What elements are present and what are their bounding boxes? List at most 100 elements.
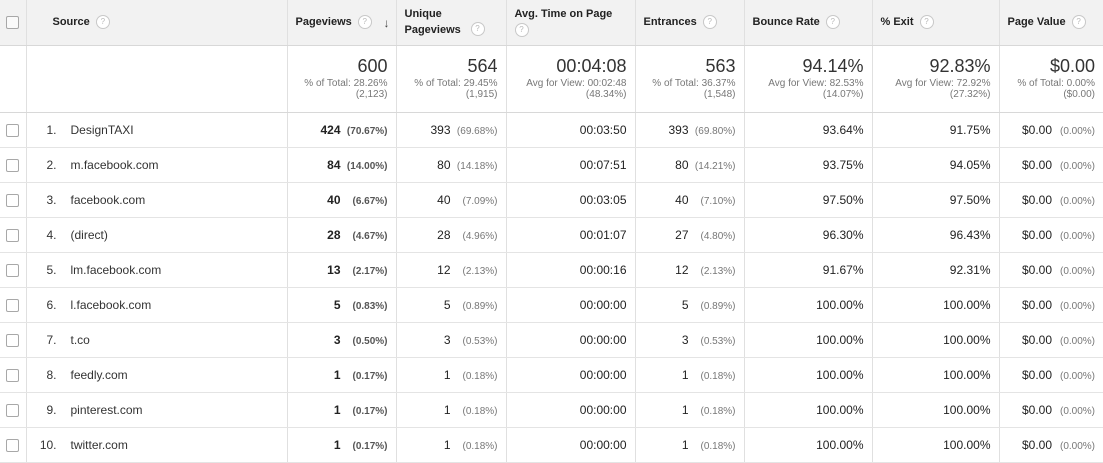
source-link[interactable]: t.co (70, 332, 90, 347)
table-row: 3. facebook.com 40 (6.67%) 40 (7.09%) 00:03… (0, 182, 1103, 218)
help-icon[interactable]: ? (702, 15, 717, 30)
source-link[interactable]: pinterest.com (70, 402, 143, 417)
help-icon[interactable]: ? (95, 15, 110, 30)
source-link[interactable]: facebook.com (70, 192, 146, 207)
source-link[interactable]: twitter.com (70, 437, 128, 452)
pageviews-cell: 40 (6.67%) (287, 182, 397, 218)
pageviews-percent: (0.50%) (352, 335, 388, 347)
row-number: 5. (46, 262, 57, 277)
header-pageviews[interactable]: Pageviews? ↓ (287, 0, 397, 46)
header-source[interactable]: Source? (26, 0, 288, 46)
total-bounce: 94.14% Avg for View: 82.53% (14.07%) (744, 45, 873, 113)
source-link[interactable]: feedly.com (70, 367, 128, 382)
help-icon[interactable]: ? (514, 22, 529, 37)
entrances-percent: (14.21%) (694, 160, 736, 172)
row-checkbox[interactable] (6, 263, 20, 277)
row-checkbox[interactable] (6, 403, 20, 417)
row-select-cell (0, 357, 27, 393)
page-value-cell: $0.00 (0.00%) (999, 147, 1103, 183)
total-value: $0.00 (1049, 55, 1095, 76)
page-value-percent: (0.00%) (1059, 195, 1095, 207)
help-icon[interactable]: ? (919, 15, 934, 30)
help-icon[interactable]: ? (357, 15, 372, 30)
header-entrances-label: Entrances (643, 16, 697, 29)
avg-time-cell: 00:00:00 (506, 322, 636, 358)
exit-cell: 92.31% (872, 252, 1000, 288)
bounce-cell: 97.50% (744, 182, 873, 218)
bounce-cell: 100.00% (744, 392, 873, 428)
source-link[interactable]: m.facebook.com (70, 157, 159, 172)
header-bounce-label: Bounce Rate (752, 16, 820, 29)
page-value-percent: (0.00%) (1059, 370, 1095, 382)
bounce-cell: 100.00% (744, 287, 873, 323)
entrances-percent: (7.10%) (700, 195, 736, 207)
help-icon[interactable]: ? (1071, 15, 1086, 30)
row-number: 6. (46, 297, 57, 312)
row-checkbox[interactable] (6, 193, 20, 207)
source-link[interactable]: (direct) (70, 227, 108, 242)
total-value: 564 (467, 55, 498, 76)
header-unique-label: Unique Pageviews (404, 8, 461, 37)
source-link[interactable]: lm.facebook.com (70, 262, 162, 277)
header-bounce-rate[interactable]: Bounce Rate? (744, 0, 873, 46)
entrances-value: 40 (675, 192, 689, 207)
source-cell: 9. pinterest.com (26, 392, 288, 428)
header-avg-time-label: Avg. Time on Page (514, 7, 613, 20)
totals-blank (0, 45, 27, 113)
bounce-cell: 100.00% (744, 357, 873, 393)
row-checkbox[interactable] (6, 228, 20, 242)
pageviews-cell: 1 (0.17%) (287, 357, 397, 393)
select-all-checkbox[interactable] (6, 15, 20, 29)
page-value-cell: $0.00 (0.00%) (999, 112, 1103, 148)
sort-down-arrow-icon[interactable]: ↓ (383, 16, 390, 30)
avg-time-cell: 00:00:16 (506, 252, 636, 288)
total-pageviews: 600% of Total: 28.26% (2,123) (287, 45, 397, 113)
row-number: 4. (46, 227, 57, 242)
header-pageviews-label: Pageviews (295, 16, 352, 29)
pageviews-cell: 5 (0.83%) (287, 287, 397, 323)
avg-time-cell: 00:03:05 (506, 182, 636, 218)
source-link[interactable]: DesignTAXI (70, 122, 134, 137)
totals-blank (26, 45, 288, 113)
unique-cell: 393 (69.68%) (396, 112, 507, 148)
unique-value: 1 (443, 367, 451, 382)
row-checkbox[interactable] (6, 123, 20, 137)
unique-value: 393 (430, 122, 451, 137)
entrances-cell: 27 (4.80%) (635, 217, 745, 253)
source-link[interactable]: l.facebook.com (70, 297, 152, 312)
avg-time-cell: 00:01:07 (506, 217, 636, 253)
exit-cell: 100.00% (872, 287, 1000, 323)
unique-cell: 12 (2.13%) (396, 252, 507, 288)
entrances-value: 3 (681, 332, 689, 347)
help-icon[interactable]: ? (470, 22, 485, 37)
avg-time-cell: 00:00:00 (506, 392, 636, 428)
row-checkbox[interactable] (6, 333, 20, 347)
header-avg-time[interactable]: Avg. Time on Page? (506, 0, 636, 46)
row-checkbox[interactable] (6, 298, 20, 312)
page-value-percent: (0.00%) (1059, 230, 1095, 242)
pageviews-value: 84 (327, 157, 341, 172)
header-unique-pageviews[interactable]: Unique Pageviews? (396, 0, 507, 46)
pageviews-value: 3 (333, 332, 341, 347)
avg-time-cell: 00:00:00 (506, 287, 636, 323)
header-exit[interactable]: % Exit? (872, 0, 1000, 46)
row-checkbox[interactable] (6, 438, 20, 452)
total-value: 94.14% (802, 55, 864, 76)
page-value-cell: $0.00 (0.00%) (999, 322, 1103, 358)
total-note: % of Total: 36.37% (652, 77, 736, 89)
bounce-cell: 100.00% (744, 322, 873, 358)
help-icon[interactable]: ? (825, 15, 840, 30)
source-cell: 8. feedly.com (26, 357, 288, 393)
header-page-value[interactable]: Page Value? (999, 0, 1103, 46)
total-value: 600 (357, 55, 388, 76)
unique-cell: 28 (4.96%) (396, 217, 507, 253)
row-checkbox[interactable] (6, 158, 20, 172)
pageviews-percent: (70.67%) (346, 125, 388, 137)
unique-percent: (2.13%) (462, 265, 498, 277)
page-value: $0.00 (1021, 402, 1052, 417)
page-value-percent: (0.00%) (1059, 265, 1095, 277)
row-checkbox[interactable] (6, 368, 20, 382)
pageviews-cell: 84 (14.00%) (287, 147, 397, 183)
header-entrances[interactable]: Entrances? (635, 0, 745, 46)
